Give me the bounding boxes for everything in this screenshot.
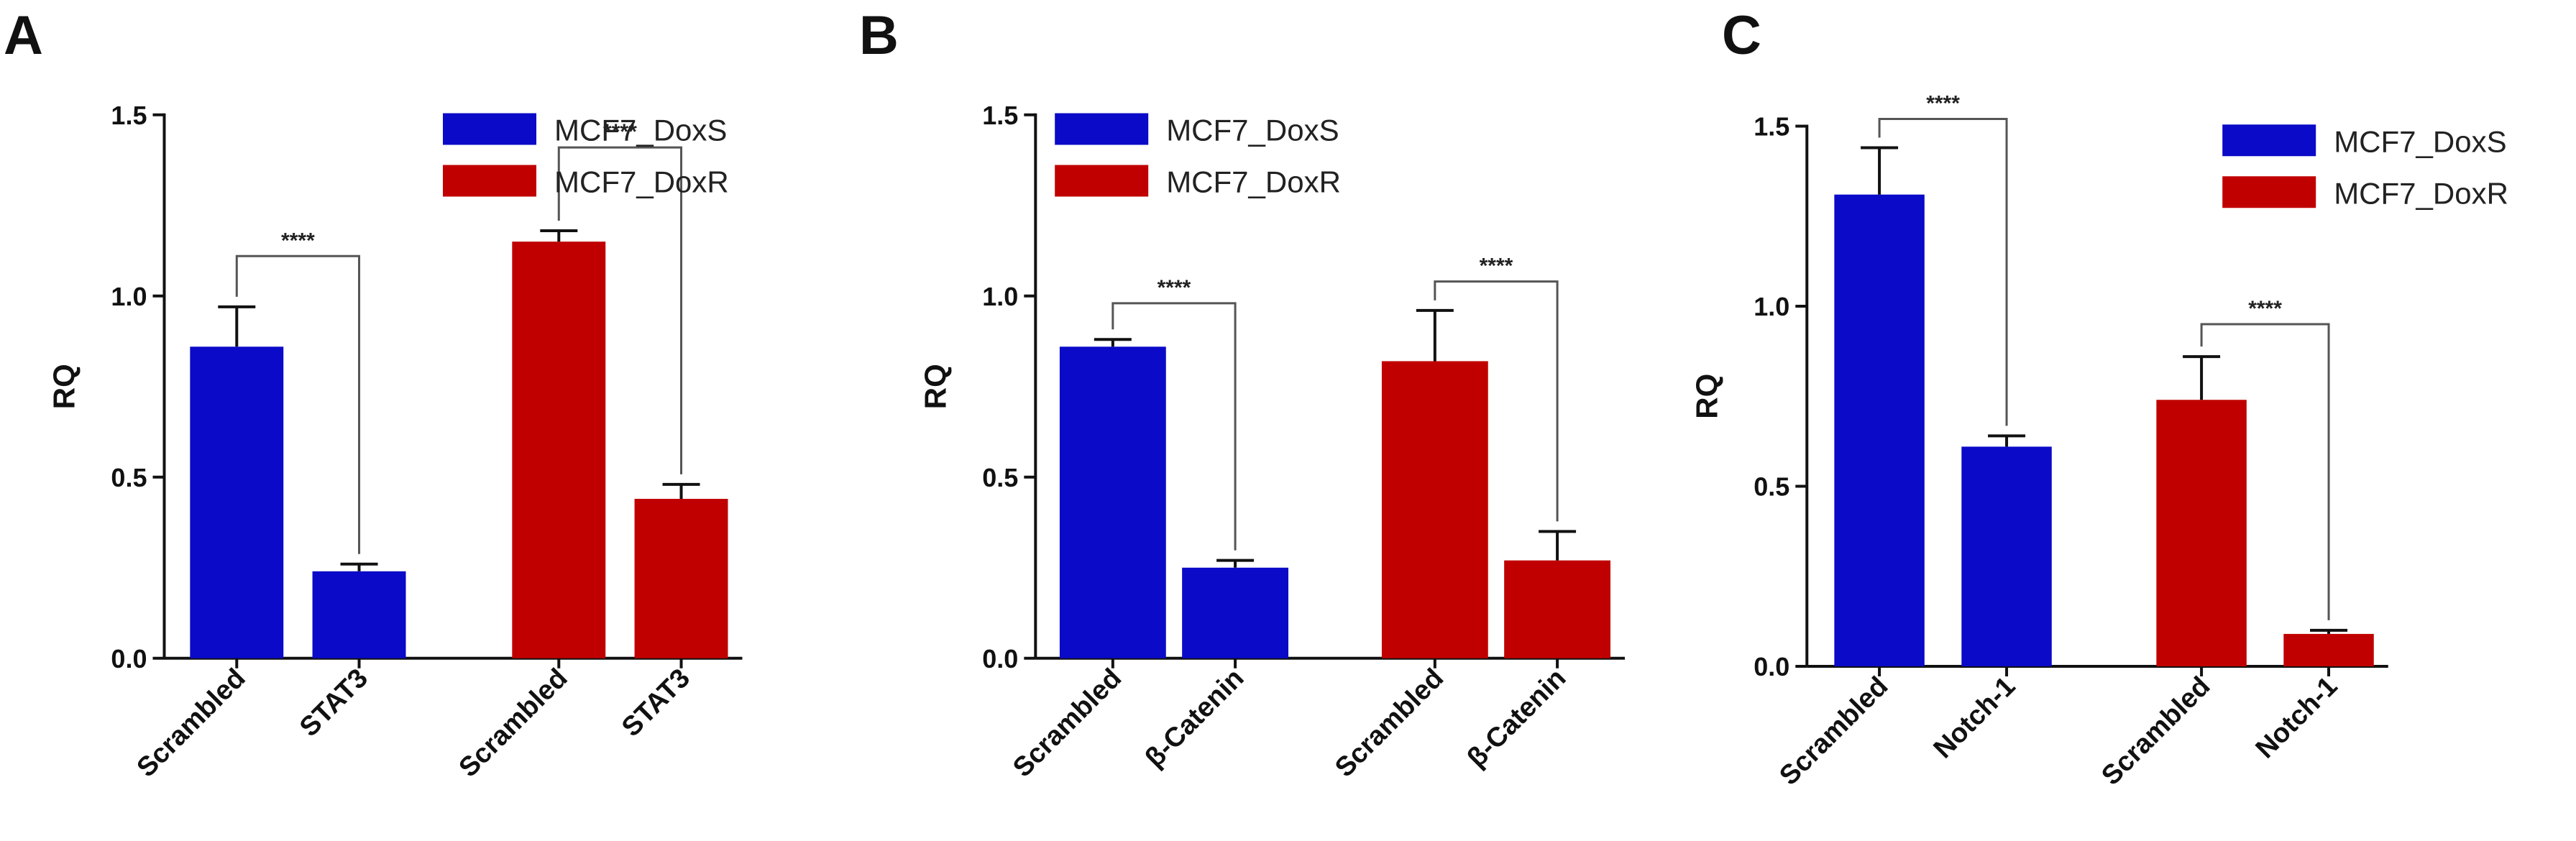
y-tick-label: 0.0: [111, 644, 147, 674]
panel-letter: B: [859, 5, 899, 66]
x-tick-label: Scrambled: [1007, 663, 1127, 783]
x-tick-label: Scrambled: [2096, 671, 2216, 791]
legend-label: MCF7_DoxR: [1166, 165, 1341, 199]
significance-label: ****: [1480, 254, 1513, 278]
bar: [1381, 361, 1488, 658]
legend-label: MCF7_DoxS: [2334, 124, 2506, 158]
significance-bracket: [1878, 117, 2008, 426]
legend-swatch: [443, 113, 536, 145]
panel-a: A 0.0 0.5 1.0 1.5 RQ Scrambled STAT3 Scrambled S…: [4, 5, 743, 783]
x-tick-label: Scrambled: [1774, 671, 1894, 791]
y-tick-label: 1.5: [111, 101, 147, 130]
x-tick-label: Scrambled: [454, 663, 574, 783]
legend-swatch: [1055, 165, 1149, 197]
x-tick-label: STAT3: [294, 663, 374, 743]
panel-c: C 0.0 0.5 1.0 1.5 RQ Scrambled Notch-1 Scramble…: [1690, 5, 2508, 791]
y-tick-label: 1.0: [111, 282, 147, 311]
legend-swatch: [1055, 113, 1149, 145]
legend-label: MCF7_DoxS: [554, 114, 727, 147]
y-tick-label: 1.0: [982, 282, 1018, 311]
significance-bracket: [235, 254, 361, 554]
legend-swatch: [443, 165, 536, 197]
significance-bracket: [2200, 323, 2330, 620]
bar: [190, 346, 284, 658]
x-tick-label: STAT3: [616, 663, 696, 743]
significance-label: ****: [1926, 91, 1960, 115]
x-tick-label: β-Catenin: [1140, 663, 1250, 773]
y-tick-label: 0.5: [1754, 472, 1789, 502]
significance-label: ****: [1158, 276, 1191, 300]
significance-bracket: [557, 146, 683, 474]
legend-label: MCF7_DoxR: [554, 165, 729, 199]
y-axis-title: RQ: [918, 364, 952, 409]
y-axis-title: RQ: [47, 364, 81, 409]
significance-bracket: [1111, 302, 1237, 551]
bar: [312, 571, 406, 658]
x-tick-label: Scrambled: [132, 663, 252, 783]
y-tick-label: 1.0: [1754, 292, 1789, 321]
legend-swatch: [2222, 124, 2316, 157]
bar: [2156, 400, 2247, 666]
y-axis-title: RQ: [1690, 374, 1723, 419]
significance-label: ****: [603, 120, 637, 144]
panel-letter: A: [4, 5, 43, 66]
bar: [1059, 346, 1166, 658]
significance-label: ****: [281, 229, 315, 252]
legend-swatch: [2222, 176, 2316, 208]
y-tick-label: 1.5: [982, 101, 1018, 130]
legend-label: MCF7_DoxS: [1166, 114, 1339, 147]
y-tick-label: 0.5: [982, 463, 1018, 492]
significance-label: ****: [2248, 297, 2282, 321]
y-tick-label: 0.0: [1754, 652, 1789, 681]
bar: [2283, 633, 2374, 666]
bar: [1182, 567, 1288, 658]
bar: [1504, 560, 1610, 658]
x-tick-label: β-Catenin: [1462, 663, 1572, 773]
y-tick-label: 1.5: [1754, 112, 1789, 142]
x-tick-label: Notch-1: [2250, 671, 2344, 765]
bar: [1834, 194, 1925, 666]
y-tick-label: 0.5: [111, 463, 147, 492]
bar: [512, 242, 606, 658]
x-tick-label: Scrambled: [1329, 663, 1449, 783]
legend-label: MCF7_DoxR: [2334, 176, 2508, 210]
significance-bracket: [1434, 280, 1559, 522]
bar: [1961, 446, 2052, 666]
x-tick-label: Notch-1: [1928, 671, 2022, 765]
y-tick-label: 0.0: [982, 644, 1018, 674]
bar: [634, 498, 728, 658]
panel-letter: C: [1722, 5, 1761, 66]
